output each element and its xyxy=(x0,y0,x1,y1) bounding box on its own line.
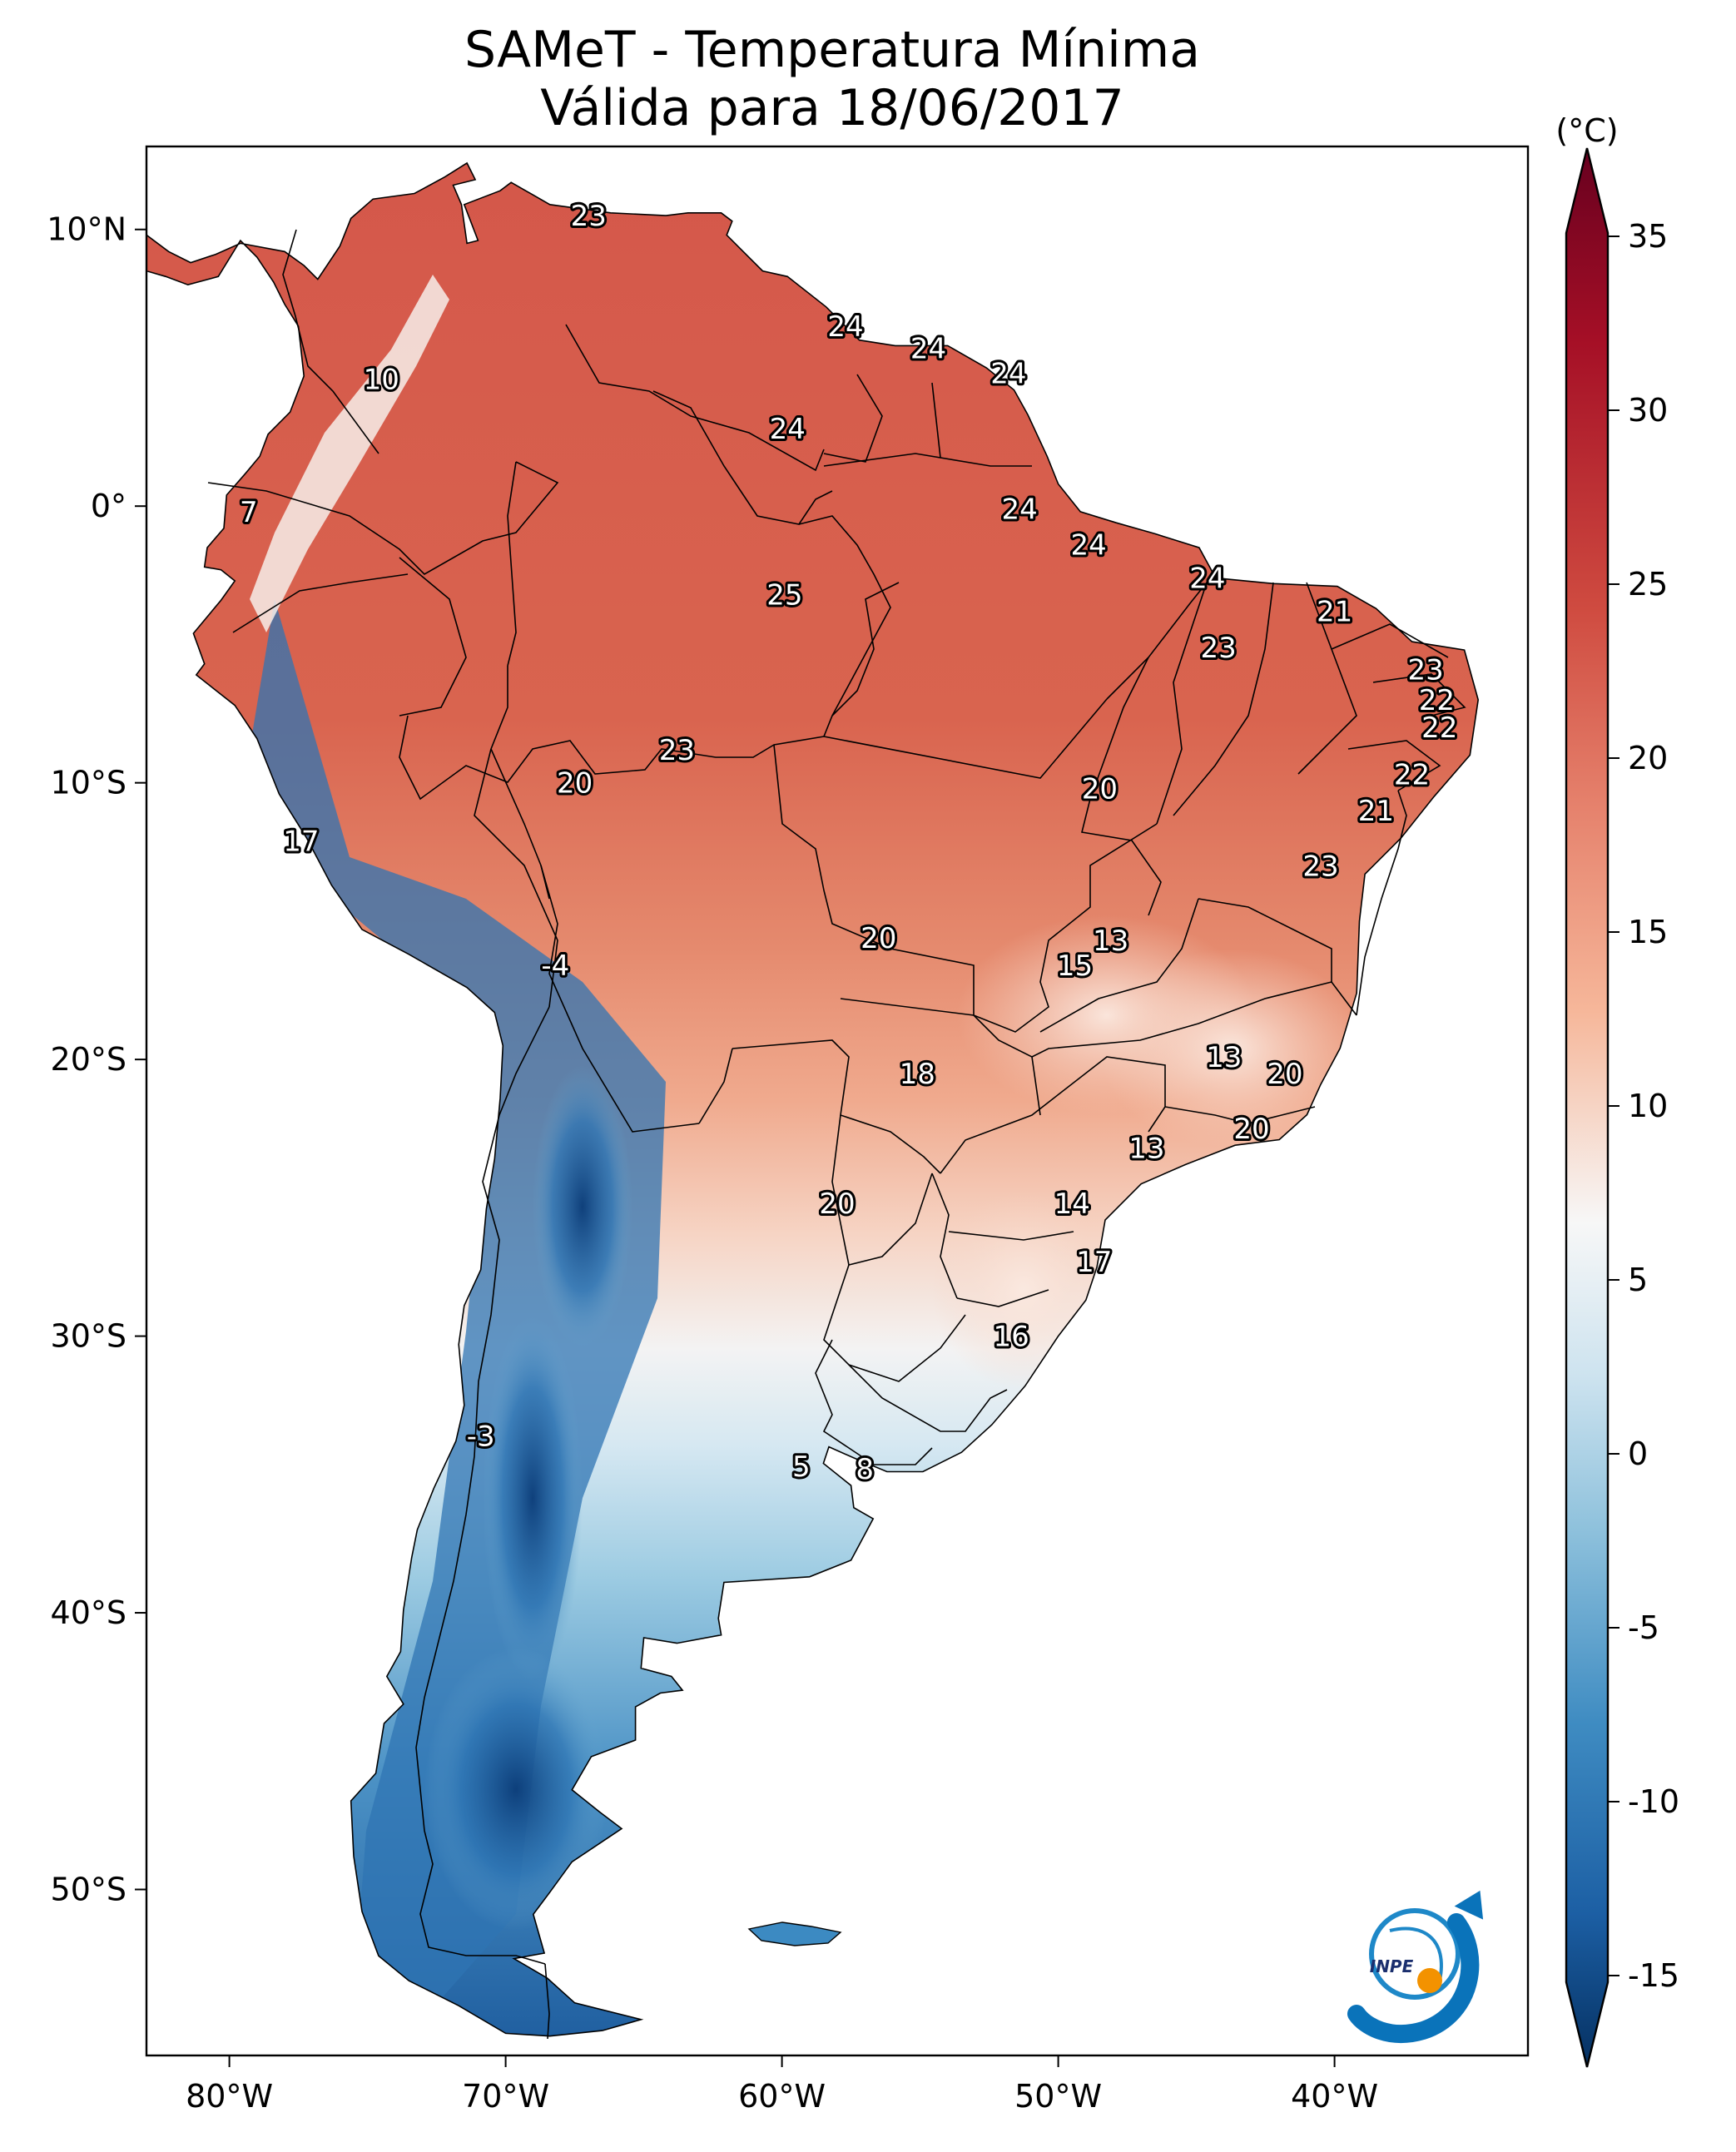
contour-label: 23 xyxy=(571,200,607,233)
contour-label: 23 xyxy=(659,734,695,767)
contour-label: 23 xyxy=(1302,850,1338,883)
colorbar-tick-label: -5 xyxy=(1628,1609,1659,1646)
contour-label: -4 xyxy=(541,950,569,983)
contour-label: 24 xyxy=(827,310,863,344)
contour-label: 13 xyxy=(1206,1041,1242,1074)
contour-label: 24 xyxy=(910,333,946,366)
colorbar-tick-label: 25 xyxy=(1628,566,1668,602)
contour-label: 16 xyxy=(994,1321,1029,1354)
contour-label: 24 xyxy=(1070,529,1106,563)
contour-label: 7 xyxy=(240,496,258,529)
contour-label: 10 xyxy=(364,363,399,396)
contour-label: 25 xyxy=(766,579,802,612)
colorbar-tick-label: 5 xyxy=(1628,1262,1648,1298)
contour-label: 18 xyxy=(900,1058,935,1091)
contour-label: 24 xyxy=(990,358,1026,391)
contour-label: 20 xyxy=(1082,772,1118,806)
map-axes: 80°W 70°W 60°W 50°W 40°W 10°N 0° 10°S 20°S 30°S 40… xyxy=(47,211,1378,2115)
colorbar-tick-label: 35 xyxy=(1628,218,1668,255)
colorbar-tick-label: 10 xyxy=(1628,1088,1668,1124)
lat-tick-label: 10°S xyxy=(51,765,126,801)
colorbar-bar xyxy=(1565,147,1610,2068)
lon-tick-label: 60°W xyxy=(738,2078,826,2115)
colorbar-tick-label: 30 xyxy=(1628,392,1668,429)
colorbar-unit: (°C) xyxy=(1555,112,1618,149)
contour-label: 13 xyxy=(1128,1133,1164,1166)
country-state-borders xyxy=(207,229,1466,2040)
colorbar-tick-label: 0 xyxy=(1628,1435,1648,1472)
contour-label: 21 xyxy=(1358,795,1394,828)
contour-label: 21 xyxy=(1317,596,1352,629)
contour-label: 20 xyxy=(1267,1058,1302,1091)
contour-label: 20 xyxy=(557,767,593,801)
contour-label: 17 xyxy=(283,825,319,858)
contour-label: 14 xyxy=(1054,1188,1090,1221)
contour-label: 20 xyxy=(819,1188,855,1221)
contour-label: 22 xyxy=(1419,684,1455,717)
lat-tick-label: 30°S xyxy=(51,1318,126,1355)
map-subtitle: Válida para 18/06/2017 xyxy=(540,79,1124,137)
contour-label: 20 xyxy=(861,922,896,955)
colorbar-tick-label: 15 xyxy=(1628,914,1668,950)
map-title: SAMeT - Temperatura Mínima xyxy=(464,21,1200,79)
inpe-logo: INPE xyxy=(1347,1890,1484,2043)
colorbar-tick-label: -15 xyxy=(1628,1957,1679,1994)
colorbar: (°C) 35 30 25 20 15 10 5 0 -5 -10 -15 xyxy=(1555,112,1679,2068)
contour-label: 8 xyxy=(856,1453,874,1486)
colorbar-tick-label: 20 xyxy=(1628,740,1668,776)
lat-tick-label: 50°S xyxy=(51,1872,126,1908)
contour-label: 15 xyxy=(1057,950,1093,983)
colorbar-tick-label: -10 xyxy=(1628,1783,1679,1820)
lat-tick-label: 0° xyxy=(91,488,126,524)
lat-tick-label: 40°S xyxy=(51,1594,126,1631)
contour-label: 17 xyxy=(1076,1246,1112,1279)
contour-label: 22 xyxy=(1394,759,1430,792)
map-area xyxy=(146,146,1528,2055)
lat-tick-label: 10°N xyxy=(47,211,126,248)
map-frame xyxy=(145,145,1530,2057)
contour-label: 24 xyxy=(770,413,806,446)
lon-tick-label: 80°W xyxy=(186,2078,273,2115)
contour-label: 24 xyxy=(1001,493,1037,527)
contour-label: 5 xyxy=(792,1450,811,1484)
lat-tick-label: 20°S xyxy=(51,1041,126,1078)
lon-tick-label: 40°W xyxy=(1291,2078,1378,2115)
contour-label: 23 xyxy=(1408,653,1444,687)
falkland-islands xyxy=(747,1921,842,1946)
contour-label: 20 xyxy=(1233,1113,1269,1146)
contour-label: -3 xyxy=(467,1420,495,1453)
lon-tick-label: 50°W xyxy=(1014,2078,1102,2115)
colorbar-ticks: 35 30 25 20 15 10 5 0 -5 -10 -15 xyxy=(1608,218,1679,1994)
contour-label: 13 xyxy=(1093,925,1128,958)
contour-label: 24 xyxy=(1189,563,1225,596)
contour-label: 23 xyxy=(1201,632,1237,665)
lon-tick-label: 70°W xyxy=(462,2078,549,2115)
inpe-logo-text: INPE xyxy=(1370,1956,1414,1976)
northern-andes-band xyxy=(250,275,449,632)
coastline xyxy=(146,161,1480,2037)
contour-label: 22 xyxy=(1421,712,1457,745)
